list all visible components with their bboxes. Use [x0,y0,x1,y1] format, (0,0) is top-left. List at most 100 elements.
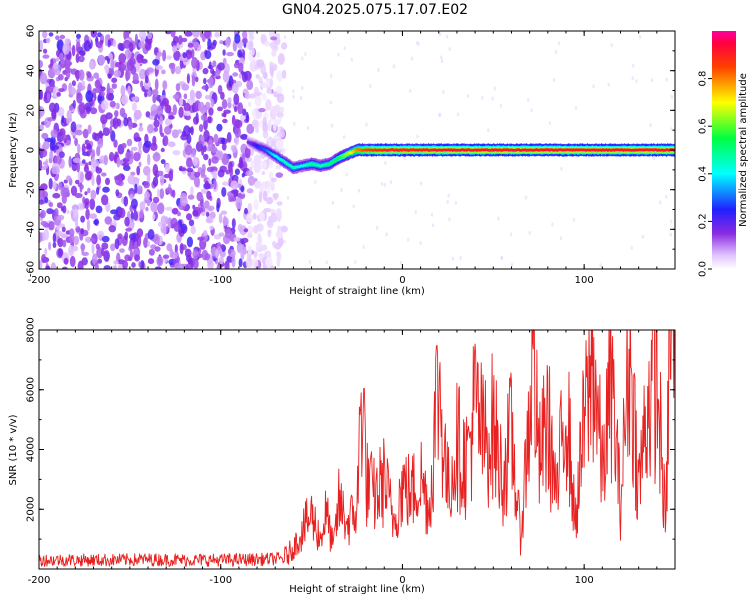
heatmap-noise-cell [194,171,201,178]
heatmap-noise-cell [121,94,129,105]
heatmap-noise-cell [195,112,199,124]
heatmap-noise-cell [263,208,272,213]
heatmap-noise-cell [148,248,155,256]
heatmap-noise-cell [238,62,244,73]
heatmap-noise-cell [206,216,213,223]
heatmap-noise-cell [260,244,268,251]
heatmap-noise-cell [262,116,267,127]
snr-series-line [39,330,675,568]
heatmap-noise-cell [58,88,65,93]
heatmap-noise-cell [211,70,217,77]
heatmap-noise-cell [103,154,109,166]
heatmap-noise-cell [211,156,219,164]
heatmap-noise-cell [221,99,228,110]
heatmap-faint-cell [345,172,348,177]
heatmap-noise-cell [240,185,245,193]
heatmap-noise-cell [281,147,286,154]
heatmap-noise-cell [265,196,274,205]
heatmap-faint-cell [650,78,654,83]
top-y-tick-label: 40 [26,64,37,77]
heatmap-noise-cell [253,199,259,211]
heatmap-faint-cell [635,79,638,84]
heatmap-noise-cell [89,213,97,219]
heatmap-noise-cell [180,223,188,234]
heatmap-noise-cell [204,95,211,100]
heatmap-noise-cell [96,174,101,186]
heatmap-noise-cell [113,213,121,221]
heatmap-noise-cell [104,216,113,225]
heatmap-noise-cell [175,66,181,75]
heatmap-faint-cell [286,195,290,200]
heatmap-noise-cell [66,175,72,182]
heatmap-noise-cell [179,242,184,255]
heatmap-faint-cell [649,123,652,128]
heatmap-noise-cell [281,42,288,50]
heatmap-noise-cell [227,101,232,109]
heatmap-noise-cell [86,143,92,150]
heatmap-noise-cell [234,105,238,113]
heatmap-noise-cell [55,35,60,40]
heatmap-noise-cell [73,235,80,246]
heatmap-noise-cell [48,241,52,251]
heatmap-noise-cell [95,243,100,250]
heatmap-faint-cell [383,183,387,187]
heatmap-noise-cell [75,70,80,82]
heatmap-faint-cell [283,35,287,40]
heatmap-noise-cell [81,80,86,86]
heatmap-noise-cell [41,132,49,140]
bottom-y-axis-label: SNR (10 * v/v) [8,414,19,485]
heatmap-faint-cell [487,128,490,133]
heatmap-noise-cell [247,203,253,213]
heatmap-noise-cell [77,260,84,269]
heatmap-noise-cell [275,172,284,178]
heatmap-noise-cell [87,124,92,134]
heatmap-noise-cell [216,123,223,132]
heatmap-noise-cell [206,190,212,200]
heatmap-noise-cell [95,86,102,94]
heatmap-noise-cell [118,63,127,72]
heatmap-noise-cell [203,229,208,237]
heatmap-noise-cell [91,174,95,186]
top-y-tick-label: 0 [26,147,37,153]
heatmap-noise-cell [183,110,191,117]
bottom-x-axis-label: Height of straight line (km) [289,584,425,595]
heatmap-noise-cell [275,139,284,150]
colorbar-tick-label: 0.8 [698,71,709,87]
heatmap-noise-cell [129,242,134,251]
heatmap-noise-cell [160,132,165,137]
heatmap-noise-cell [270,106,277,116]
heatmap-noise-cell [169,248,174,258]
heatmap-noise-cell [164,163,170,173]
heatmap-noise-cell [183,93,188,100]
heatmap-noise-cell [156,188,161,198]
heatmap-noise-cell [173,222,180,232]
heatmap-faint-cell [301,86,304,90]
heatmap-noise-cell [246,188,254,194]
heatmap-noise-cell [90,237,96,242]
heatmap-noise-cell [212,39,217,47]
heatmap-noise-cell [52,181,57,190]
heatmap-noise-cell [66,209,70,215]
heatmap-noise-cell [95,205,103,214]
heatmap-faint-cell [669,232,672,237]
heatmap-noise-cell [203,118,208,131]
heatmap-noise-cell [172,45,177,53]
heatmap-noise-cell [227,248,232,255]
heatmap-faint-cell [293,121,296,126]
heatmap-noise-cell [156,255,164,267]
heatmap-noise-cell [52,233,57,243]
heatmap-noise-cell [183,102,191,112]
heatmap-noise-cell [138,261,142,268]
heatmap-noise-cell [102,186,110,193]
heatmap-noise-cell [156,94,162,102]
heatmap-noise-cell [97,137,104,149]
heatmap-noise-cell [189,89,195,101]
heatmap-noise-cell [263,41,271,47]
heatmap-noise-cell [77,143,81,154]
heatmap-faint-cell [559,236,563,241]
heatmap-noise-cell [62,205,67,214]
heatmap-noise-cell [53,62,59,70]
heatmap-noise-cell [142,33,147,40]
heatmap-faint-cell [528,230,531,235]
heatmap-faint-cell [599,263,602,268]
